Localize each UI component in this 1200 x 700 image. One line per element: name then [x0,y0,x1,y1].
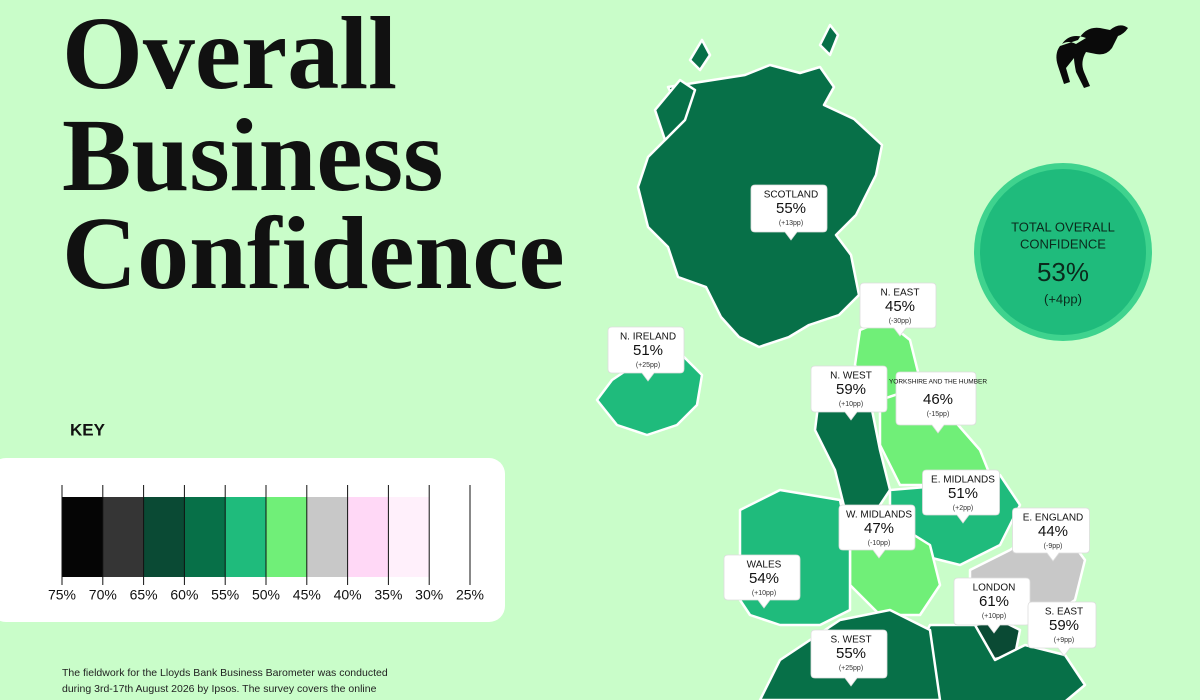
region-change: (+13pp) [779,220,803,227]
key-label: 25% [456,587,484,603]
key-label: 30% [415,587,443,603]
key-swatch [347,497,389,577]
key-swatch [62,497,103,577]
region-name: LONDON [973,583,1016,594]
key-label: 75% [48,587,76,603]
key-swatch [143,497,185,577]
region-name: SCOTLAND [764,190,818,201]
total-label: CONFIDENCE [1020,236,1106,251]
region-name: W. MIDLANDS [846,510,912,521]
region-change: (-9pp) [1044,543,1063,550]
region-value: 55% [836,645,866,662]
callout-box [607,326,685,382]
key-swatch [225,497,266,577]
region-scotland-isles [653,23,840,142]
region-value: 59% [836,381,866,398]
region-change: (+10pp) [982,613,1006,620]
region-name: YORKSHIRE AND THE HUMBER [889,379,987,386]
region-value: 44% [1038,523,1068,540]
region-change: (+25pp) [839,665,863,672]
total-value: 53% [1037,257,1089,287]
key-label: 60% [170,587,198,603]
callout-box [838,504,916,559]
callout-box [810,629,888,687]
footnote: The fieldwork for the Lloyds Bank Busine… [62,667,388,679]
callout-box [859,282,937,337]
key-swatch [102,497,144,577]
callout-box [810,365,888,421]
region-value: 47% [864,520,894,537]
region-value: 51% [633,342,663,359]
callout-box [750,184,828,241]
region-name: S. WEST [830,635,871,646]
callout-box [953,577,1031,634]
region-value: 45% [885,298,915,315]
total-change: (+4pp) [1044,291,1082,306]
region-name: N. IRELAND [620,332,676,343]
region-change: (-15pp) [927,411,950,418]
key-swatch [429,497,470,577]
region-value: 59% [1049,617,1079,634]
title-line: Business [62,98,444,213]
callout-box [1027,601,1097,657]
callout-box [723,554,801,609]
total-label: TOTAL OVERALL [1011,219,1115,234]
key-swatch [184,497,226,577]
region-value: 61% [979,593,1009,610]
region-name: N. EAST [881,288,920,299]
total-circle [974,163,1152,341]
region-change: (-30pp) [889,318,912,325]
key-label: 65% [130,587,158,603]
logo [1056,25,1128,88]
region-name: S. EAST [1045,607,1083,618]
region-name: WALES [747,560,782,571]
footnote: during 3rd-17th August 2026 by Ipsos. Th… [62,683,377,695]
region-name: E. ENGLAND [1023,513,1084,524]
key-label: 50% [252,587,280,603]
key-label: 35% [374,587,402,603]
key-swatch [306,497,348,577]
callout-box [895,371,977,434]
region-change: (+9pp) [1054,637,1074,644]
region-name: E. MIDLANDS [931,475,995,486]
region-change: (+10pp) [839,401,863,408]
callout-box [922,469,1000,524]
key-label: 40% [334,587,362,603]
key-label: 70% [89,587,117,603]
callout-box [1012,507,1090,562]
title-line: Confidence [62,196,565,311]
key-swatch [388,497,430,577]
title: Overall Business Confidence [62,0,565,311]
region-name: N. WEST [830,371,872,382]
region-change: (+2pp) [953,505,973,512]
region-value: 55% [776,200,806,217]
region-change: (+10pp) [752,590,776,597]
key-label: 55% [211,587,239,603]
region-change: (+25pp) [636,362,660,369]
key-label: 45% [293,587,321,603]
region-change: (-10pp) [868,540,891,547]
key-swatch [266,497,307,577]
key: 75% 70% 65% 60% 55% 50% 45% 40% 35% 30% 25% [48,485,484,603]
region-value: 51% [948,485,978,502]
title-line: Overall [62,0,397,111]
region-value: 46% [923,391,953,408]
region-value: 54% [749,570,779,587]
key-title: KEY [70,420,106,439]
